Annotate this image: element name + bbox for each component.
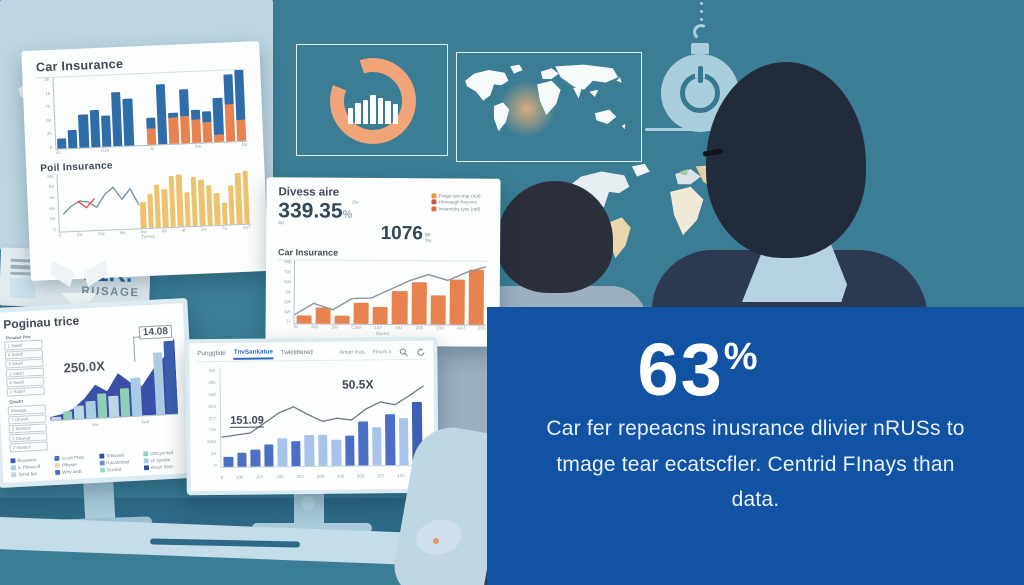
x-axis-ticks: Aw Jwd <box>92 419 150 428</box>
stat-percentage: 63% <box>637 328 758 411</box>
refresh-icon <box>417 347 425 356</box>
framed-map-panel <box>456 52 642 162</box>
legend-item: Insamtohy tync (raff) <box>431 205 489 211</box>
chain-dot <box>700 2 703 5</box>
left-monitor: Poginau trice Pvsawr Prw 1 Sawtl 4 Sdwill 4… <box>0 297 197 489</box>
annotation-callout: 14.08 <box>138 324 173 340</box>
y-axis-ticks: M1 085 556 31S 377 74A 64W 1A 0 <box>207 368 217 469</box>
line-bar-chart-area <box>56 166 251 233</box>
area-bar-chart: 250.0X 14.08 Aw Jwd <box>46 324 181 432</box>
y-axis-ticks: 9m 8a 6u 4w 2w 0 <box>47 173 56 232</box>
legend-item: Tetsyastt <box>98 451 138 459</box>
monitor-toolbar: Punggtide TnvSankatue Twkitittered Amatr… <box>197 344 426 363</box>
car-insurance-orange-chart: 9W 7W 5W 3A 2W 1W 1J W AW 2W C3W 157 19J 206 230 A0J 20… <box>277 259 488 336</box>
pendant-hook-icon <box>691 22 711 42</box>
chain-dot <box>700 10 703 13</box>
legend-item: Tervd fiat <box>11 470 50 478</box>
person-left-head <box>497 181 613 293</box>
x-axis-ticks: 0100J0Y280304209306305207424280 <box>220 473 425 480</box>
car-insurance-bar-chart: 2k 1k 7h 5h 2h 0 3u E3u Ju Fw Du <box>36 69 249 156</box>
chart-legend-grid: Busawee Icusd Pnec Tetsyastt Ohtcyxntad Iv P… <box>10 449 183 478</box>
monitor-stand-base <box>252 523 372 533</box>
stand-cable-hole <box>301 496 315 510</box>
filter-group: Qvwtrt Plvwqat 7 Okwoll 2 Spwass 1 Dkwoat 2 S… <box>7 397 48 453</box>
filter-group: Pvsawr Prw 1 Sawtl 4 Sdwill 4 Sawrl 1 Uawrl 4… <box>4 333 46 397</box>
legend-item: Ohtcyxntad <box>142 449 182 457</box>
chart-legend: Fvrget tars mar (nuf) Honvaugh fonznes Ins… <box>431 187 488 243</box>
legend-item: Ur systkw <box>143 456 182 464</box>
world-map-icon <box>465 64 626 132</box>
power-icon-bar <box>698 66 703 83</box>
legend-item: Busawee <box>10 456 49 464</box>
chain-dot <box>700 18 703 21</box>
legend-item: Plityser <box>54 461 94 468</box>
chart-area <box>46 334 179 422</box>
menu-label: Amatr trias <box>339 349 365 356</box>
tab: Punggtide <box>197 349 226 357</box>
person-right-head <box>706 62 866 258</box>
document-icon <box>9 278 36 299</box>
legend-item: Scrotat <box>99 465 138 473</box>
card-title: Divess aire <box>278 186 340 199</box>
stat-description: Car fer repeacns inusrance dlivier nRUSs… <box>546 417 965 512</box>
legend-item: Iv Ptewculf <box>10 463 50 471</box>
legend-item: Fvrget tars mar (nuf) <box>431 192 489 198</box>
sidebar-filter-list: Pvsawr Prw 1 Sawtl 4 Sdwill 4 Sawrl 1 Uawrl 4… <box>4 332 48 453</box>
fingertip <box>433 538 439 544</box>
annotation-value: 151.09 <box>230 414 264 428</box>
legend-item: Hacattmset <box>99 458 138 466</box>
center-monitor: Punggtide TnvSankatue Twkitittered Amatr… <box>185 336 439 496</box>
legend-item: Honvaugh fonznes <box>431 199 489 205</box>
chart-area <box>219 365 425 468</box>
annotation-value: 50.5X <box>341 377 374 392</box>
donut-inner-bars <box>347 82 399 124</box>
bar-line-chart-area <box>293 260 487 326</box>
menu-label: Finum a <box>372 349 392 356</box>
y-axis-ticks: 2k 1k 7h 5h 2h 0 <box>44 76 53 150</box>
tab: Twkitittered <box>280 348 313 356</box>
donut-chart-panel <box>296 44 448 156</box>
insurance-charts-card: Car Insurance 2k 1k 7h 5h 2h 0 3u E3u Ju Fw Du Po… <box>21 41 269 281</box>
tab-active: TnvSankatue <box>233 347 273 360</box>
annotation-value: 250.0X <box>63 358 106 376</box>
legend-item: Ansyr fdrvr <box>143 463 183 471</box>
shelf-line <box>645 128 757 131</box>
stats-column: Divess aire 339.35%Dv 6d 1076 5K 7% <box>278 186 432 245</box>
y-axis-ticks: 9W 7W 5W 3A 2W 1W 1J <box>283 259 292 324</box>
legend-item: Icusd Pnec <box>54 454 93 461</box>
legend-item: Wrw aedt <box>55 468 94 475</box>
divess-stats-card: Divess aire 339.35%Dv 6d 1076 5K 7% Fvrge… <box>265 177 501 347</box>
search-icon <box>399 347 408 357</box>
stat-primary: 339.35%Dv 6d <box>278 199 359 227</box>
stat-secondary: 1076 5K 7% <box>380 222 432 245</box>
stat-callout-box: 63% Car fer repeacns inusrance dlivier n… <box>487 307 1024 585</box>
bar-chart-area <box>52 69 248 150</box>
pendant-cap <box>691 43 709 54</box>
trend-chart: M1 085 556 31S 377 74A 64W 1A 0 151.09 50.5X 0 10… <box>207 365 425 480</box>
poil-insurance-chart: 9m 8a 6u 4w 2w 0 0 1w 11y 4w 6w 0d af 2w 7w 2w7 Tyvwrc <box>40 166 253 244</box>
